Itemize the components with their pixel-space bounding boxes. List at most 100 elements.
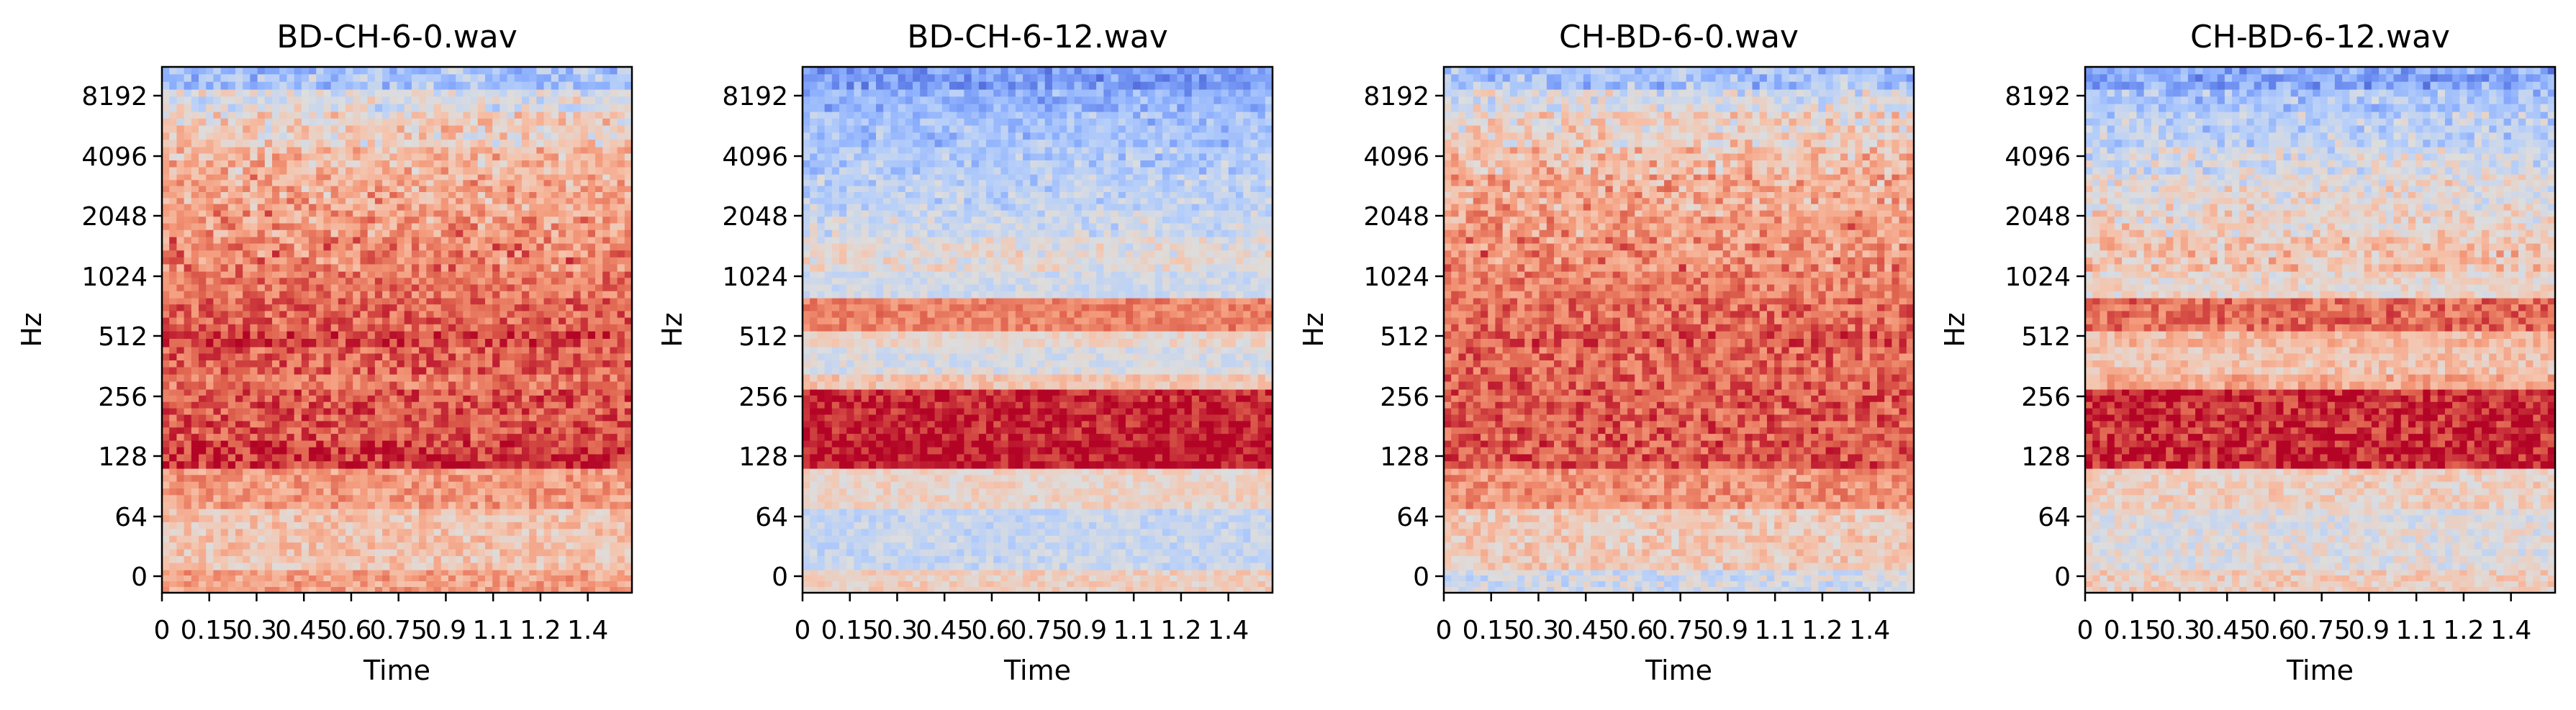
- spectrogram-cell: [243, 402, 250, 409]
- spectrogram-cell: [588, 570, 596, 576]
- spectrogram-cell: [353, 488, 361, 496]
- spectrogram-cell: [375, 455, 383, 462]
- spectrogram-cell: [595, 440, 603, 447]
- spectrogram-cell: [294, 575, 302, 582]
- spectrogram-cell: [176, 440, 184, 447]
- spectrogram-cell: [471, 495, 479, 502]
- spectrogram-cell: [258, 468, 266, 475]
- spectrogram-cell: [419, 488, 427, 496]
- spectrogram-cell: [375, 482, 383, 489]
- spectrogram-cell: [544, 536, 552, 543]
- spectrogram-cell: [595, 575, 603, 582]
- spectrogram-cell: [507, 581, 515, 588]
- spectrogram-cell: [405, 542, 412, 550]
- spectrogram-cell: [382, 440, 390, 447]
- spectrogram-cell: [338, 389, 346, 396]
- spectrogram-cell: [478, 529, 486, 536]
- spectrogram-cell: [522, 440, 530, 447]
- spectrogram-cell: [258, 396, 266, 402]
- spectrogram-cell: [456, 482, 464, 489]
- spectrogram-cell: [419, 570, 427, 576]
- spectrogram-cell: [456, 556, 464, 563]
- spectrogram-cell: [595, 502, 603, 509]
- spectrogram-cell: [551, 447, 559, 455]
- spectrogram-cell: [286, 482, 294, 489]
- spectrogram-cell: [176, 536, 184, 543]
- spectrogram-cell: [345, 402, 353, 409]
- spectrogram-cell: [559, 536, 566, 543]
- spectrogram-cell: [595, 556, 603, 563]
- spectrogram-cell: [610, 488, 618, 496]
- spectrogram-cell: [279, 570, 287, 576]
- spectrogram-cell: [463, 495, 471, 502]
- spectrogram-cell: [199, 575, 207, 582]
- spectrogram-cell: [191, 536, 199, 543]
- spectrogram-cell: [522, 522, 530, 529]
- spectrogram-cell: [478, 468, 486, 475]
- spectrogram-cell: [559, 570, 566, 576]
- spectrogram-cell: [412, 556, 420, 563]
- spectrogram-cell: [265, 556, 273, 563]
- spectrogram-cell: [213, 396, 221, 402]
- spectrogram-cell: [309, 581, 317, 588]
- spectrogram-cell: [184, 542, 192, 550]
- spectrogram-cell: [595, 488, 603, 496]
- spectrogram-cell: [250, 522, 258, 529]
- spectrogram-cell: [235, 475, 243, 482]
- spectrogram-cell: [228, 529, 236, 536]
- spectrogram-cell: [500, 542, 507, 550]
- spectrogram-cell: [389, 502, 397, 509]
- spectrogram-cell: [353, 529, 361, 536]
- spectrogram-cell: [522, 461, 530, 468]
- spectrogram-cell: [536, 542, 544, 550]
- spectrogram-cell: [397, 550, 405, 557]
- spectrogram-cell: [323, 389, 331, 396]
- spectrogram-cell: [529, 550, 537, 557]
- spectrogram-cell: [602, 440, 610, 447]
- spectrogram-cell: [368, 509, 376, 516]
- spectrogram-panel-1: BD-CH-6-0.wav064128256512102420484096819…: [16, 19, 633, 686]
- spectrogram-cell: [375, 570, 383, 576]
- spectrogram-cell: [419, 502, 427, 509]
- spectrogram-cell: [279, 542, 287, 550]
- spectrogram-cell: [272, 563, 280, 570]
- spectrogram-cell: [389, 488, 397, 496]
- spectrogram-cell: [338, 482, 346, 489]
- spectrogram-cell: [478, 502, 486, 509]
- spectrogram-cell: [279, 468, 287, 475]
- spectrogram-cell: [294, 536, 302, 543]
- spectrogram-cell: [382, 396, 390, 402]
- spectrogram-cell: [544, 542, 552, 550]
- spectrogram-cell: [434, 522, 442, 529]
- spectrogram-cell: [323, 461, 331, 468]
- spectrogram-cell: [602, 556, 610, 563]
- spectrogram-cell: [199, 529, 207, 536]
- spectrogram-cell: [250, 488, 258, 496]
- spectrogram-cell: [426, 468, 434, 475]
- spectrogram-cell: [191, 522, 199, 529]
- spectrogram-cell: [169, 468, 177, 475]
- spectrogram-cell: [536, 455, 544, 462]
- spectrogram-cell: [191, 475, 199, 482]
- spectrogram-cell: [206, 522, 214, 529]
- spectrogram-cell: [250, 389, 258, 396]
- spectrogram-cell: [448, 495, 456, 502]
- spectrogram-cell: [368, 468, 376, 475]
- spectrogram-cell: [169, 502, 177, 509]
- spectrogram-cell: [610, 396, 618, 402]
- spectrogram-cell: [309, 389, 317, 396]
- spectrogram-cell: [323, 482, 331, 489]
- spectrogram-cell: [258, 570, 266, 576]
- spectrogram-cell: [441, 550, 449, 557]
- spectrogram-cell: [316, 502, 324, 509]
- spectrogram-cell: [419, 581, 427, 588]
- spectrogram-cell: [618, 502, 625, 509]
- spectrogram-cell: [286, 502, 294, 509]
- spectrogram-cell: [441, 570, 449, 576]
- spectrogram-cell: [405, 515, 412, 522]
- spectrogram-cell: [485, 550, 493, 557]
- spectrogram-cell: [389, 396, 397, 402]
- spectrogram-cell: [500, 556, 507, 563]
- spectrogram-cell: [559, 396, 566, 402]
- spectrogram-cell: [434, 529, 442, 536]
